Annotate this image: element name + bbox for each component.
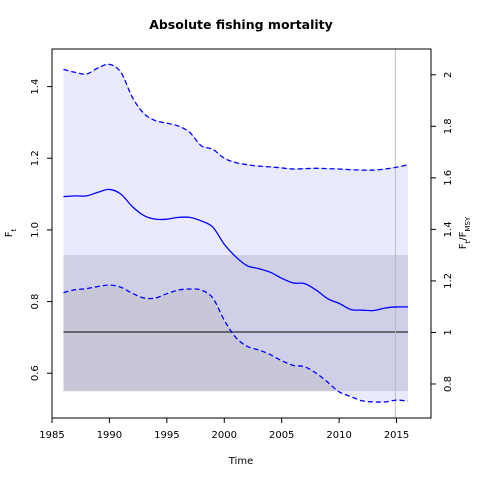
plot-frame <box>51 48 432 419</box>
x-tick-label: 1990 <box>97 430 122 441</box>
fmsy-overlap-band <box>63 254 409 392</box>
y-tick-label: 1.2 <box>30 150 41 166</box>
axes-layer: 1985 1990 1995 2000 2005 2010 2015 0.6 0.8 1.0 1.2… <box>30 72 454 441</box>
x-tick-label: 2010 <box>326 430 351 441</box>
y2-tick-label: 0.8 <box>443 376 454 392</box>
y2-tick-label: 1.2 <box>443 273 454 289</box>
chart-title: Absolute fishing mortality <box>149 17 333 32</box>
y2-tick-label: 1.6 <box>443 170 454 186</box>
series-lines-layer <box>63 49 409 418</box>
y-tick-label: 0.6 <box>30 365 41 381</box>
series-estimate <box>63 188 409 312</box>
y2-axis-label: Ft/FMSY <box>458 216 472 249</box>
y-tick-label: 1.4 <box>30 79 41 95</box>
confidence-band-layer <box>63 64 409 403</box>
y-tick-label: 0.8 <box>30 294 41 310</box>
y2-tick-label: 2 <box>443 72 454 78</box>
x-tick-label: 1985 <box>39 430 64 441</box>
x-tick-label: 2000 <box>212 430 237 441</box>
x-tick-label: 2005 <box>269 430 294 441</box>
y2-tick-label: 1.4 <box>443 221 454 237</box>
y-tick-label: 1.0 <box>30 222 41 238</box>
y2-tick-label: 1.8 <box>443 118 454 134</box>
y-axis-label: Ft <box>4 228 18 237</box>
x-axis-label: Time <box>228 456 253 467</box>
x-tick-label: 1995 <box>154 430 179 441</box>
x-tick-label: 2015 <box>384 430 409 441</box>
y2-tick-label: 1 <box>443 329 454 335</box>
series-ci-lower <box>63 284 409 403</box>
series-ci-upper <box>63 63 409 171</box>
